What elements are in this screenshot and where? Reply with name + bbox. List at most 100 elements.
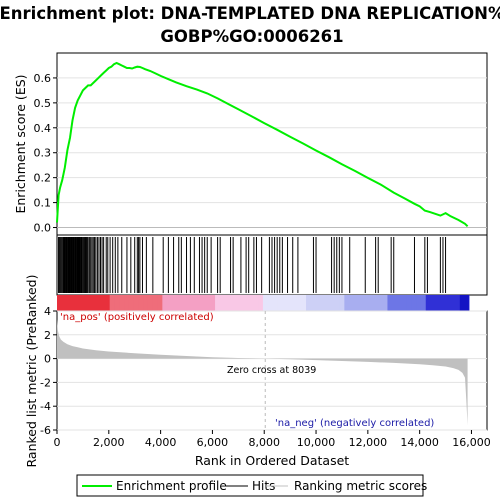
color-bar-segment <box>387 295 393 311</box>
metric-y-axis: 4 2 0 -2 -4 -6 <box>40 305 57 437</box>
color-bar-segment <box>224 295 231 311</box>
color-bar-segment <box>267 295 274 311</box>
color-bar-segment <box>215 295 221 311</box>
color-bar-segment <box>262 295 269 311</box>
color-bar-segment <box>191 295 197 311</box>
color-bar-segment <box>248 295 254 311</box>
color-bar-segment <box>334 295 341 311</box>
color-bar-segment <box>286 295 293 311</box>
es-y-axis: 0.0 0.1 0.2 0.3 0.4 0.5 0.6 <box>34 72 57 235</box>
color-bar-segment <box>416 295 422 311</box>
color-bar-segment <box>449 295 456 311</box>
x-tick-label: 10,000 <box>297 436 336 449</box>
color-bar-segment <box>272 295 278 311</box>
color-bar-segment <box>444 295 451 311</box>
color-bar-segment <box>296 295 302 311</box>
color-bar-segment <box>80 295 87 311</box>
color-bar-segment <box>119 295 125 311</box>
metric-y-tick-label: -2 <box>40 376 51 389</box>
color-bar-segment <box>181 295 187 311</box>
color-bar-segment <box>76 295 82 311</box>
metric-y-tick-label: 0 <box>44 353 51 366</box>
color-bar-segment <box>315 295 322 311</box>
color-bar-segment <box>109 295 116 311</box>
x-tick-label: 4,000 <box>145 436 177 449</box>
color-bar-segment <box>147 295 154 311</box>
color-bar-segment <box>210 295 216 311</box>
chart-title-line1: Enrichment plot: DNA-TEMPLATED DNA REPLI… <box>0 4 500 23</box>
zero-cross-annotation: Zero cross at 8039 <box>227 365 316 376</box>
es-gridlines <box>57 77 487 229</box>
color-bar-segment <box>358 295 365 311</box>
color-bar-segment <box>454 295 460 311</box>
color-bar-segment <box>320 295 326 311</box>
color-bar-segment <box>143 295 149 311</box>
hits-marks <box>58 237 447 293</box>
metric-y-axis-label: Ranked list metric (PreRanked) <box>24 275 39 468</box>
es-y-tick-label: 0.0 <box>34 222 52 235</box>
color-bar-segment <box>401 295 408 311</box>
x-axis: 0 2,000 4,000 6,000 8,000 10,000 12,000 14,000 1… <box>54 430 491 449</box>
x-tick-label: 14,000 <box>400 436 439 449</box>
es-y-tick-label: 0.2 <box>34 172 52 185</box>
color-bar-segment <box>219 295 226 311</box>
color-bar-segment <box>382 295 389 311</box>
metric-y-tick-label: 2 <box>44 329 51 342</box>
color-bar-segment <box>238 295 245 311</box>
color-bar-segment <box>435 295 441 311</box>
es-y-tick-label: 0.6 <box>34 72 52 85</box>
metric-y-tick-label: -4 <box>40 400 51 413</box>
color-bar-segment <box>128 295 135 311</box>
legend-enrichment-label: Enrichment profile <box>116 479 227 493</box>
es-y-tick-label: 0.1 <box>34 197 52 210</box>
color-bar-segment <box>152 295 159 311</box>
color-bar-segment <box>411 295 417 311</box>
color-bar-segment <box>104 295 111 311</box>
color-bar-segment <box>397 295 403 311</box>
color-bar-segment <box>459 295 469 311</box>
color-bar-segment <box>114 295 120 311</box>
chart-title-line2: GOBP%GO:0006261 <box>160 27 343 46</box>
color-bar-segment <box>200 295 207 311</box>
color-bar-segment <box>171 295 178 311</box>
color-bar-segment <box>306 295 312 311</box>
color-bar-segment <box>277 295 283 311</box>
ranking-color-bar <box>57 295 470 311</box>
color-bar-segment <box>253 295 259 311</box>
color-bar-segment <box>95 295 101 311</box>
es-y-tick-label: 0.4 <box>34 122 52 135</box>
color-bar-segment <box>301 295 307 311</box>
color-bar-segment <box>71 295 77 311</box>
x-tick-label: 16,000 <box>452 436 491 449</box>
color-bar-segment <box>258 295 264 311</box>
color-bar-segment <box>420 295 427 311</box>
color-bar-segment <box>157 295 163 311</box>
color-bar-segment <box>329 295 336 311</box>
color-bar-segment <box>344 295 350 311</box>
color-bar-segment <box>377 295 384 311</box>
color-bar-segment <box>85 295 92 311</box>
na-pos-annotation: 'na_pos' (positively correlated) <box>60 312 214 323</box>
color-bar-segment <box>61 295 68 311</box>
color-bar-segment <box>66 295 72 311</box>
enrichment-profile-line <box>56 61 469 228</box>
x-tick-label: 12,000 <box>349 436 388 449</box>
color-bar-segment <box>349 295 355 311</box>
x-tick-label: 8,000 <box>248 436 280 449</box>
es-y-axis-label: Enrichment score (ES) <box>13 74 28 213</box>
color-bar-segment <box>363 295 369 311</box>
metric-y-tick-label: -6 <box>40 424 51 437</box>
x-tick-label: 6,000 <box>197 436 229 449</box>
color-bar-segment <box>440 295 446 311</box>
color-bar-segment <box>291 295 298 311</box>
color-bar-segment <box>282 295 288 311</box>
color-bar-segment <box>234 295 240 311</box>
color-bar-segment <box>392 295 398 311</box>
na-neg-annotation: 'na_neg' (negatively correlated) <box>275 418 434 429</box>
color-bar-segment <box>353 295 360 311</box>
color-bar-segment <box>368 295 374 311</box>
metric-panel-frame <box>56 310 488 431</box>
x-axis-label: Rank in Ordered Dataset <box>195 453 349 468</box>
color-bar-segment <box>205 295 211 311</box>
